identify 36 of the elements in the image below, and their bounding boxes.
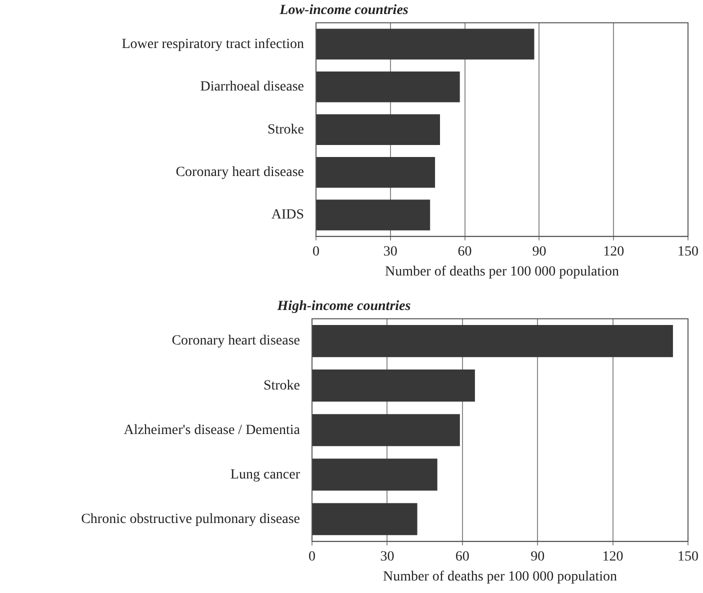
bar: [312, 370, 475, 402]
bar: [316, 200, 430, 230]
x-tick-label: 30: [383, 244, 398, 260]
x-tick-label: 0: [308, 549, 316, 564]
bar: [316, 114, 440, 145]
bar: [312, 503, 418, 536]
y-tick-label: Lower respiratory tract infection: [122, 36, 304, 52]
bar: [316, 28, 534, 60]
x-tick-label: 0: [312, 244, 320, 260]
bar: [316, 156, 436, 188]
bar: [316, 72, 460, 102]
y-tick-label: Stroke: [263, 378, 300, 394]
chart-title: Low-income countries: [278, 3, 409, 18]
bar: [312, 458, 438, 491]
y-tick-label: Alzheimer's disease / Dementia: [124, 422, 301, 438]
bar: [312, 414, 460, 446]
x-tick-label: 150: [678, 549, 698, 564]
x-axis-title: Number of deaths per 100 000 population: [382, 569, 618, 584]
chart-title: High-income countries: [276, 299, 412, 314]
x-tick-label: 30: [380, 549, 394, 564]
x-tick-label: 120: [603, 244, 624, 260]
x-tick-label: 120: [602, 549, 624, 564]
x-tick-label: 90: [530, 549, 545, 564]
y-tick-label: Chronic obstructive pulmonary disease: [81, 512, 300, 527]
x-tick-label: 90: [532, 244, 546, 260]
x-tick-label: 60: [458, 244, 472, 260]
bar: [312, 325, 673, 358]
x-axis-title: Number of deaths per 100 000 population: [384, 264, 620, 280]
y-tick-label: Stroke: [267, 122, 304, 138]
y-tick-label: Coronary heart disease: [176, 164, 304, 180]
x-tick-label: 60: [455, 549, 470, 564]
x-tick-label: 150: [678, 244, 698, 260]
y-tick-label: Diarrhoeal disease: [200, 80, 304, 95]
y-tick-label: Lung cancer: [230, 467, 300, 482]
y-tick-label: AIDS: [271, 208, 304, 223]
y-tick-label: Coronary heart disease: [172, 334, 300, 349]
